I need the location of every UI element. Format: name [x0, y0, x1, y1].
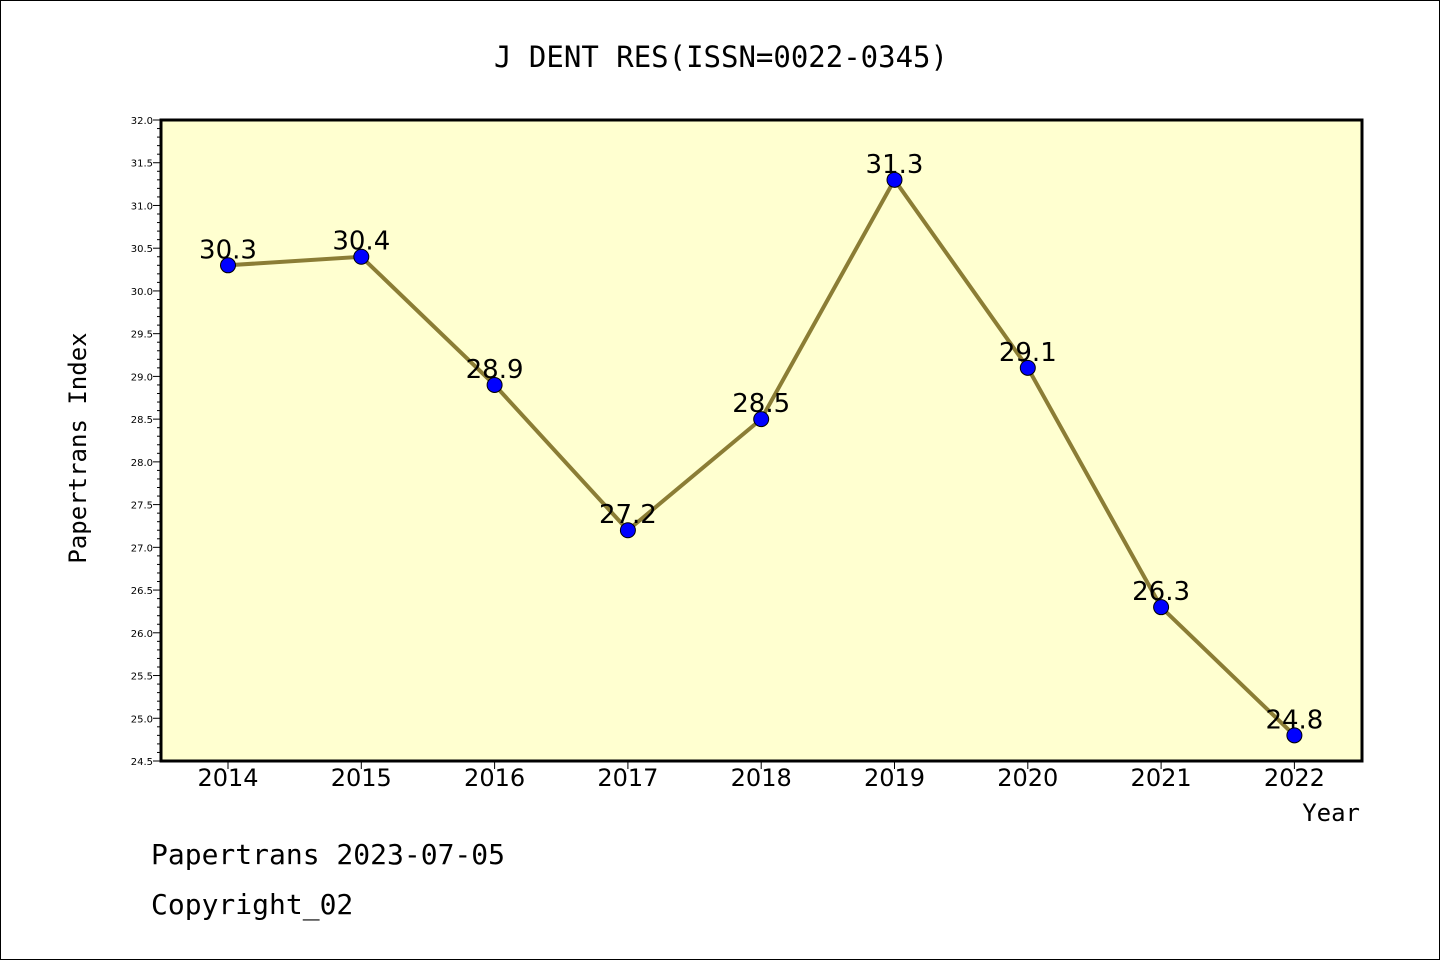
- data-point: [1019, 359, 1036, 376]
- y-axis: 24.5 25.0 25.5 26.0 26.5 27.0 27.5 28.0 28.5 29.0…: [131, 116, 161, 768]
- x-tick-label: 2020: [997, 764, 1058, 792]
- data-labels: 30.3 30.4 28.9 27.2 28.5 31.3 29.1 26.3 24.8: [199, 150, 1323, 736]
- y-tick-label: 32.0: [131, 116, 153, 127]
- y-axis-label: Papertrans Index: [64, 332, 92, 563]
- x-tick-label: 2018: [731, 764, 792, 792]
- plot-area: [161, 120, 1362, 761]
- data-label: 28.9: [466, 355, 524, 385]
- data-point: [886, 171, 903, 188]
- y-tick-label: 31.0: [131, 201, 153, 212]
- y-tick-label: 29.0: [131, 372, 153, 383]
- x-tick-label: 2021: [1131, 764, 1192, 792]
- x-axis-label: Year: [1302, 799, 1360, 827]
- data-point: [619, 522, 636, 539]
- data-label: 31.3: [866, 150, 924, 180]
- series-markers: [220, 171, 1303, 744]
- data-label: 27.2: [599, 500, 657, 530]
- x-axis: 2014 2015 2016 2017 2018 2019 2020 2021 2022: [197, 761, 1325, 792]
- data-point: [220, 257, 236, 274]
- y-tick-label: 26.5: [131, 586, 153, 597]
- x-tick-label: 2016: [464, 764, 525, 792]
- plot-border: [159, 118, 1364, 763]
- x-tick-label: 2022: [1264, 764, 1325, 792]
- data-point: [1286, 727, 1303, 744]
- data-point: [753, 411, 770, 428]
- x-tick-label: 2019: [864, 764, 925, 792]
- y-tick-label: 27.5: [131, 501, 153, 512]
- data-label: 28.5: [732, 389, 790, 419]
- y-tick-label: 25.0: [131, 714, 153, 725]
- data-label: 30.4: [332, 227, 390, 257]
- chart-title: J DENT RES(ISSN=0022-0345): [494, 40, 948, 74]
- y-tick-label: 26.0: [131, 629, 153, 640]
- footer-copyright: Copyright_02: [151, 888, 353, 922]
- y-tick-label: 31.5: [131, 159, 153, 170]
- y-tick-label: 30.5: [131, 244, 153, 255]
- y-tick-label: 27.0: [131, 543, 153, 554]
- y-tick-label: 28.0: [131, 458, 153, 469]
- data-label: 26.3: [1132, 577, 1190, 607]
- data-point: [486, 376, 503, 393]
- data-point: [353, 248, 370, 265]
- data-point: [1153, 599, 1170, 616]
- footer-date: Papertrans 2023-07-05: [151, 838, 505, 871]
- data-label: 30.3: [199, 235, 257, 265]
- data-label: 29.1: [999, 338, 1057, 368]
- y-tick-label: 28.5: [131, 415, 153, 426]
- y-tick-label: 25.5: [131, 672, 153, 683]
- y-tick-label: 29.5: [131, 330, 153, 341]
- x-tick-label: 2017: [597, 764, 658, 792]
- data-label: 24.8: [1265, 705, 1323, 735]
- y-tick-label: 30.0: [131, 287, 153, 298]
- y-tick-label: 24.5: [131, 757, 153, 768]
- x-tick-label: 2014: [197, 764, 258, 792]
- x-tick-label: 2015: [331, 764, 392, 792]
